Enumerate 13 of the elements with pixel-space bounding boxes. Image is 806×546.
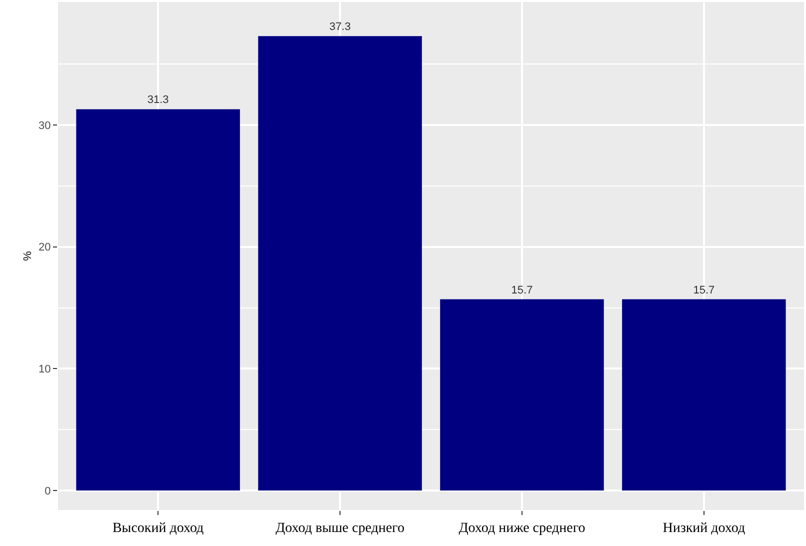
data-label: 15.7 xyxy=(511,284,533,296)
data-label: 31.3 xyxy=(147,94,169,106)
x-tick-label: Низкий доход xyxy=(662,520,746,536)
y-tick-label: 30 xyxy=(38,120,51,132)
data-label: 15.7 xyxy=(693,284,715,296)
y-axis-title: % xyxy=(22,250,34,261)
x-tick-label: Высокий доход xyxy=(112,520,204,536)
x-tick-label: Доход ниже среднего xyxy=(458,520,586,536)
data-label: 37.3 xyxy=(329,21,351,34)
y-tick-label: 20 xyxy=(38,242,51,254)
x-tick-label: Доход выше среднего xyxy=(276,520,404,536)
y-tick-label: 0 xyxy=(44,485,51,498)
y-tick-label: 10 xyxy=(38,364,51,376)
